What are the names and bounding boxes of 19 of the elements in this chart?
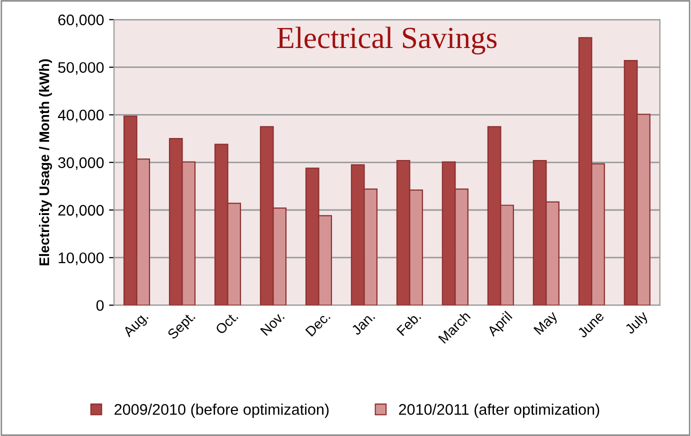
x-tick-label: Feb.	[396, 310, 422, 336]
y-tick-label: 20,000	[58, 204, 104, 218]
chart-title: Electrical Savings	[277, 26, 497, 55]
x-tick-label: May	[533, 310, 560, 337]
y-tick-label: 60,000	[58, 14, 104, 28]
x-tick-label: July	[624, 310, 650, 337]
legend-label: 2009/2010 (before optimization)	[114, 404, 329, 418]
y-tick-label: 30,000	[58, 157, 104, 170]
x-tick-label: Dec.	[305, 311, 331, 337]
y-axis-title: Electricity Usage / Month (kWh)	[39, 59, 52, 266]
y-tick-label: 10,000	[58, 252, 104, 266]
x-tick-label: Jan.	[350, 311, 376, 336]
x-tick-label: Aug.	[122, 311, 151, 340]
x-tick-label: Oct.	[214, 311, 238, 335]
y-tick-label: 40,000	[58, 110, 104, 122]
y-tick-label: 50,000	[58, 62, 104, 75]
legend-label: 2010/2011 (after optimization)	[399, 404, 600, 418]
y-tick-label: 0	[96, 300, 104, 311]
x-tick-label: Nov.	[260, 311, 285, 336]
